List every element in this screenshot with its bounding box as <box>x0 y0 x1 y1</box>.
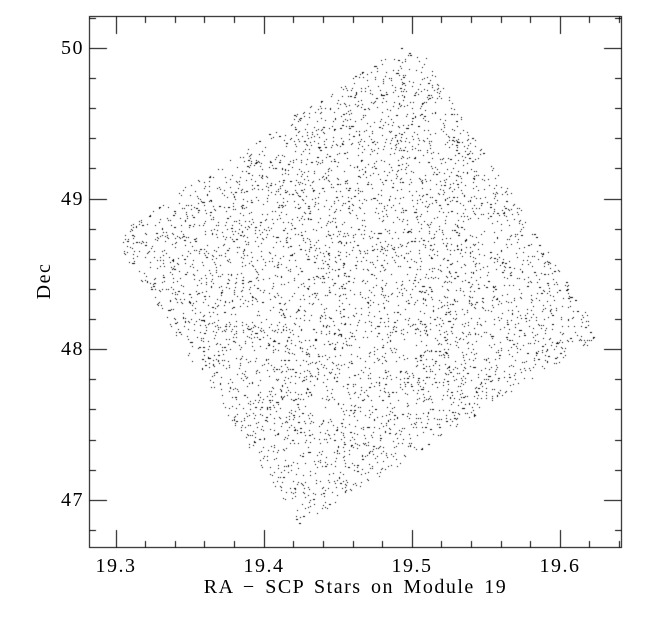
y-tick-label-50: 50 <box>61 37 84 59</box>
x-tick-label-19-4: 19.4 <box>243 555 285 577</box>
x-tick-label-19-5: 19.5 <box>391 555 433 577</box>
y-tick-label-48: 48 <box>61 338 84 360</box>
y-axis-label: Dec <box>33 262 55 300</box>
x-axis-label: RA − SCP Stars on Module 19 <box>203 576 508 598</box>
y-tick-label-49: 49 <box>61 188 84 210</box>
y-tick-label-47: 47 <box>61 489 84 511</box>
x-tick-label-19-3: 19.3 <box>95 555 137 577</box>
x-tick-label-19-6: 19.6 <box>539 555 581 577</box>
